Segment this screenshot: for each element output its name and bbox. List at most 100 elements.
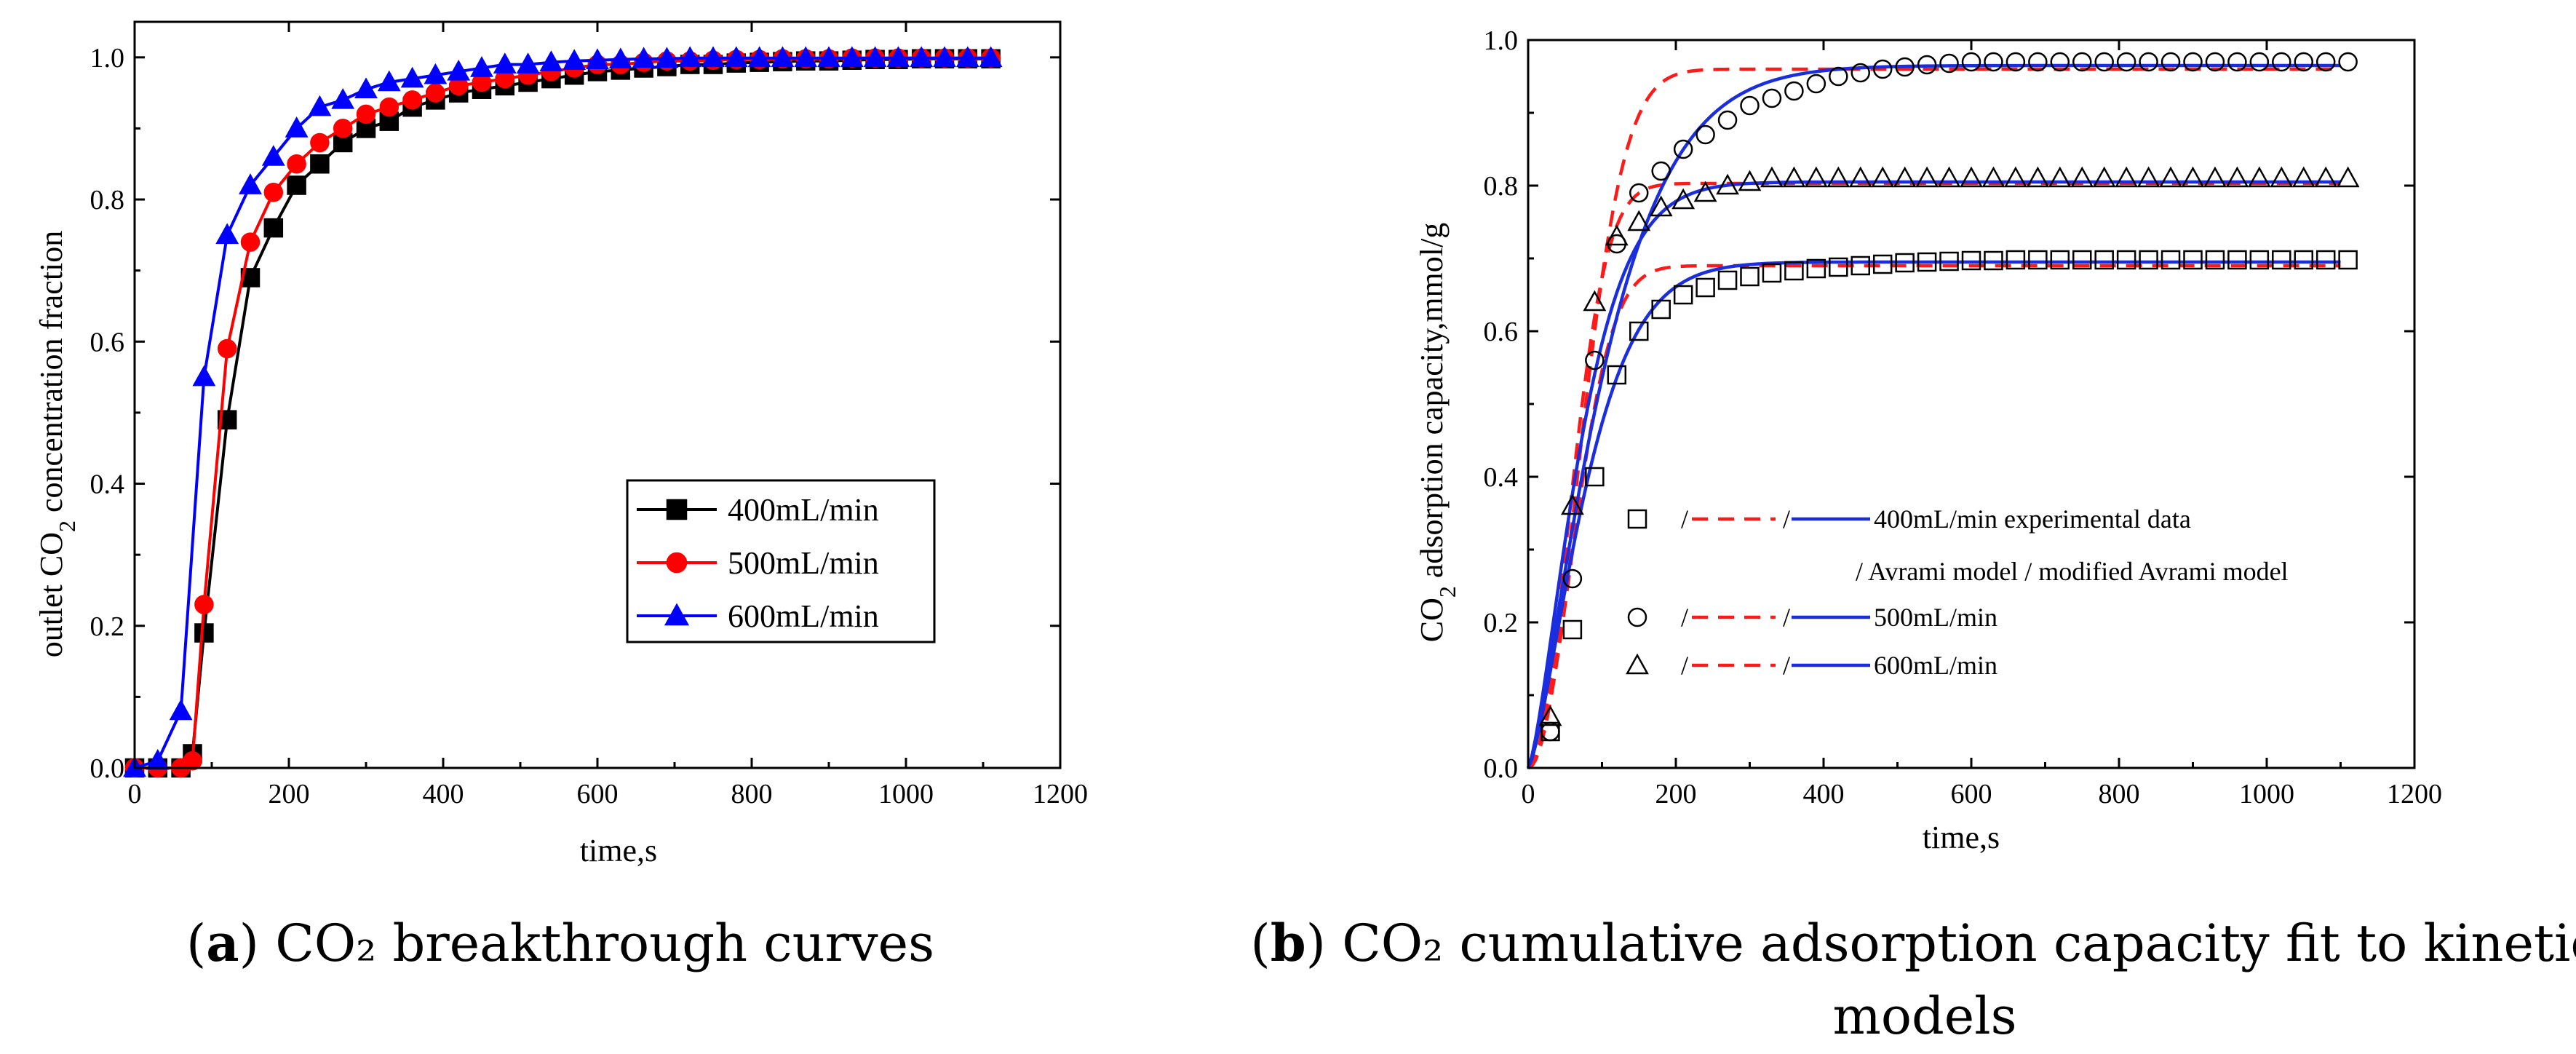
caption-b-line2: models — [1832, 986, 2016, 1046]
chart-b-point — [2159, 166, 2182, 188]
chart-a-legend-marker — [666, 552, 688, 574]
chart-b-point — [2136, 166, 2160, 188]
chart-a-plot-frame — [133, 20, 1062, 769]
chart-b-legend-slash: / — [1681, 651, 1688, 680]
chart-b-point — [2048, 166, 2072, 188]
chart-b-point — [1562, 568, 1583, 589]
chart-a-point — [261, 145, 285, 166]
chart-b-point — [2183, 250, 2203, 270]
chart-b-point — [2270, 166, 2294, 188]
chart-a-point — [863, 46, 887, 68]
chart-a-point — [217, 338, 237, 359]
chart-a-point — [287, 154, 306, 174]
chart-b-point — [1762, 88, 1782, 108]
chart-b-point — [1740, 266, 1760, 287]
chart-a-point — [377, 70, 401, 92]
chart-b-xtick-label: 0 — [1522, 779, 1535, 809]
chart-b-point — [2028, 250, 2048, 270]
chart-a-point — [470, 56, 493, 77]
chart-b-point — [1893, 166, 1917, 188]
chart-a-ytick-label: 0.0 — [90, 753, 125, 784]
chart-b-point — [1939, 53, 1959, 74]
chart-b-point — [2072, 250, 2092, 270]
chart-a-point — [333, 119, 353, 138]
chart-b-point — [2291, 166, 2315, 188]
chart-b-legend-slash: / — [1783, 603, 1790, 632]
chart-b-legend-label: 600mL/min — [1874, 651, 1997, 680]
chart-a-legend: 400mL/min 500mL/min 600mL/min — [626, 479, 936, 643]
chart-b-point — [2225, 166, 2249, 188]
chart-b-legend-slash: / — [1681, 603, 1688, 632]
chart-b-point — [2338, 250, 2358, 270]
chart-a-point — [285, 116, 309, 138]
chart-a-point — [308, 95, 332, 116]
chart-b-point — [1981, 166, 2005, 188]
chart-b-point — [2028, 52, 2048, 72]
chart-b-point — [1629, 183, 1649, 203]
chart-b-point — [1804, 166, 1828, 188]
chart-a-point — [424, 63, 448, 84]
chart-b-avrami-curve — [1527, 264, 2341, 769]
caption-b-line1: (b) CO₂ cumulative adsorption capacity f… — [1250, 913, 2576, 973]
chart-b-ytick-label: 0.4 — [1484, 462, 1519, 493]
chart-b-point — [1850, 63, 1870, 83]
chart-a-xtick-label: 1200 — [1033, 779, 1088, 809]
chart-b-point — [2183, 52, 2203, 72]
chart-a-point — [817, 46, 840, 68]
chart-b-point — [2315, 250, 2336, 270]
chart-b-point — [2160, 250, 2181, 270]
chart-b-point — [1673, 139, 1693, 159]
chart-a-legend-marker — [666, 499, 688, 520]
chart-b-point — [1585, 467, 1605, 487]
chart-b-point — [1585, 350, 1605, 371]
chart-b-point — [1806, 258, 1826, 279]
chart-b-point — [2314, 166, 2338, 188]
chart-b-point — [2026, 166, 2050, 188]
chart-b-legend-slash: / — [1783, 504, 1790, 534]
chart-b-point — [2205, 52, 2225, 72]
chart-b-point — [2247, 166, 2271, 188]
chart-b-legend-marker — [1627, 607, 1647, 627]
chart-b-point — [1850, 255, 1870, 276]
chart-a-point — [356, 104, 376, 124]
chart-b-point — [1829, 66, 1848, 87]
chart-b-ytick-label: 0.6 — [1484, 317, 1519, 347]
chart-b-ytick-label: 0.0 — [1484, 753, 1519, 784]
chart-a-legend-label: 400mL/min — [728, 492, 879, 528]
chart-a: 0 200 400 600 800 1000 12000.00.20.40.60.81.0 … — [33, 20, 1088, 868]
chart-a-ytick-label: 0.2 — [90, 611, 125, 642]
chart-b-point — [2338, 52, 2358, 72]
chart-b-xtick-label: 800 — [2099, 779, 2140, 809]
chart-b-point — [1696, 277, 1715, 298]
chart-a-point — [724, 46, 748, 68]
chart-a-point — [183, 750, 202, 771]
chart-a-xtick-label: 600 — [577, 779, 619, 809]
chart-a-point — [562, 49, 587, 70]
caption-a-text: CO₂ breakthrough curves — [259, 914, 934, 973]
chart-a-point — [169, 699, 193, 721]
chart-b: 0 200 400 600 800 1000 12000.00.20.40.60.81.0 … — [1414, 25, 2442, 855]
chart-b-legend-slash: / — [1783, 651, 1790, 680]
chart-a-point — [239, 173, 262, 194]
chart-b-point — [1738, 170, 1762, 191]
chart-a-point — [933, 46, 956, 68]
chart-b-point — [1984, 52, 2003, 72]
chart-b-point — [1917, 55, 1937, 75]
chart-b-point — [1961, 250, 1981, 271]
chart-b-legend-marker — [1626, 653, 1649, 675]
chart-b-point — [1829, 257, 1848, 277]
chart-b-point — [1784, 261, 1804, 281]
chart-b-point — [2249, 52, 2270, 72]
chart-b-point — [1806, 74, 1826, 94]
chart-b-point — [2294, 250, 2313, 270]
chart-b-modified-avrami-curve — [1526, 260, 2341, 769]
chart-a-point — [379, 97, 399, 117]
chart-b-point — [1693, 181, 1717, 202]
chart-a-point — [493, 52, 517, 74]
chart-b-point — [1917, 252, 1937, 272]
chart-b-point — [2315, 52, 2336, 72]
chart-b-point — [2050, 52, 2070, 72]
chart-b-point — [1848, 166, 1872, 188]
chart-b-xtick-label: 1200 — [2387, 779, 2442, 809]
